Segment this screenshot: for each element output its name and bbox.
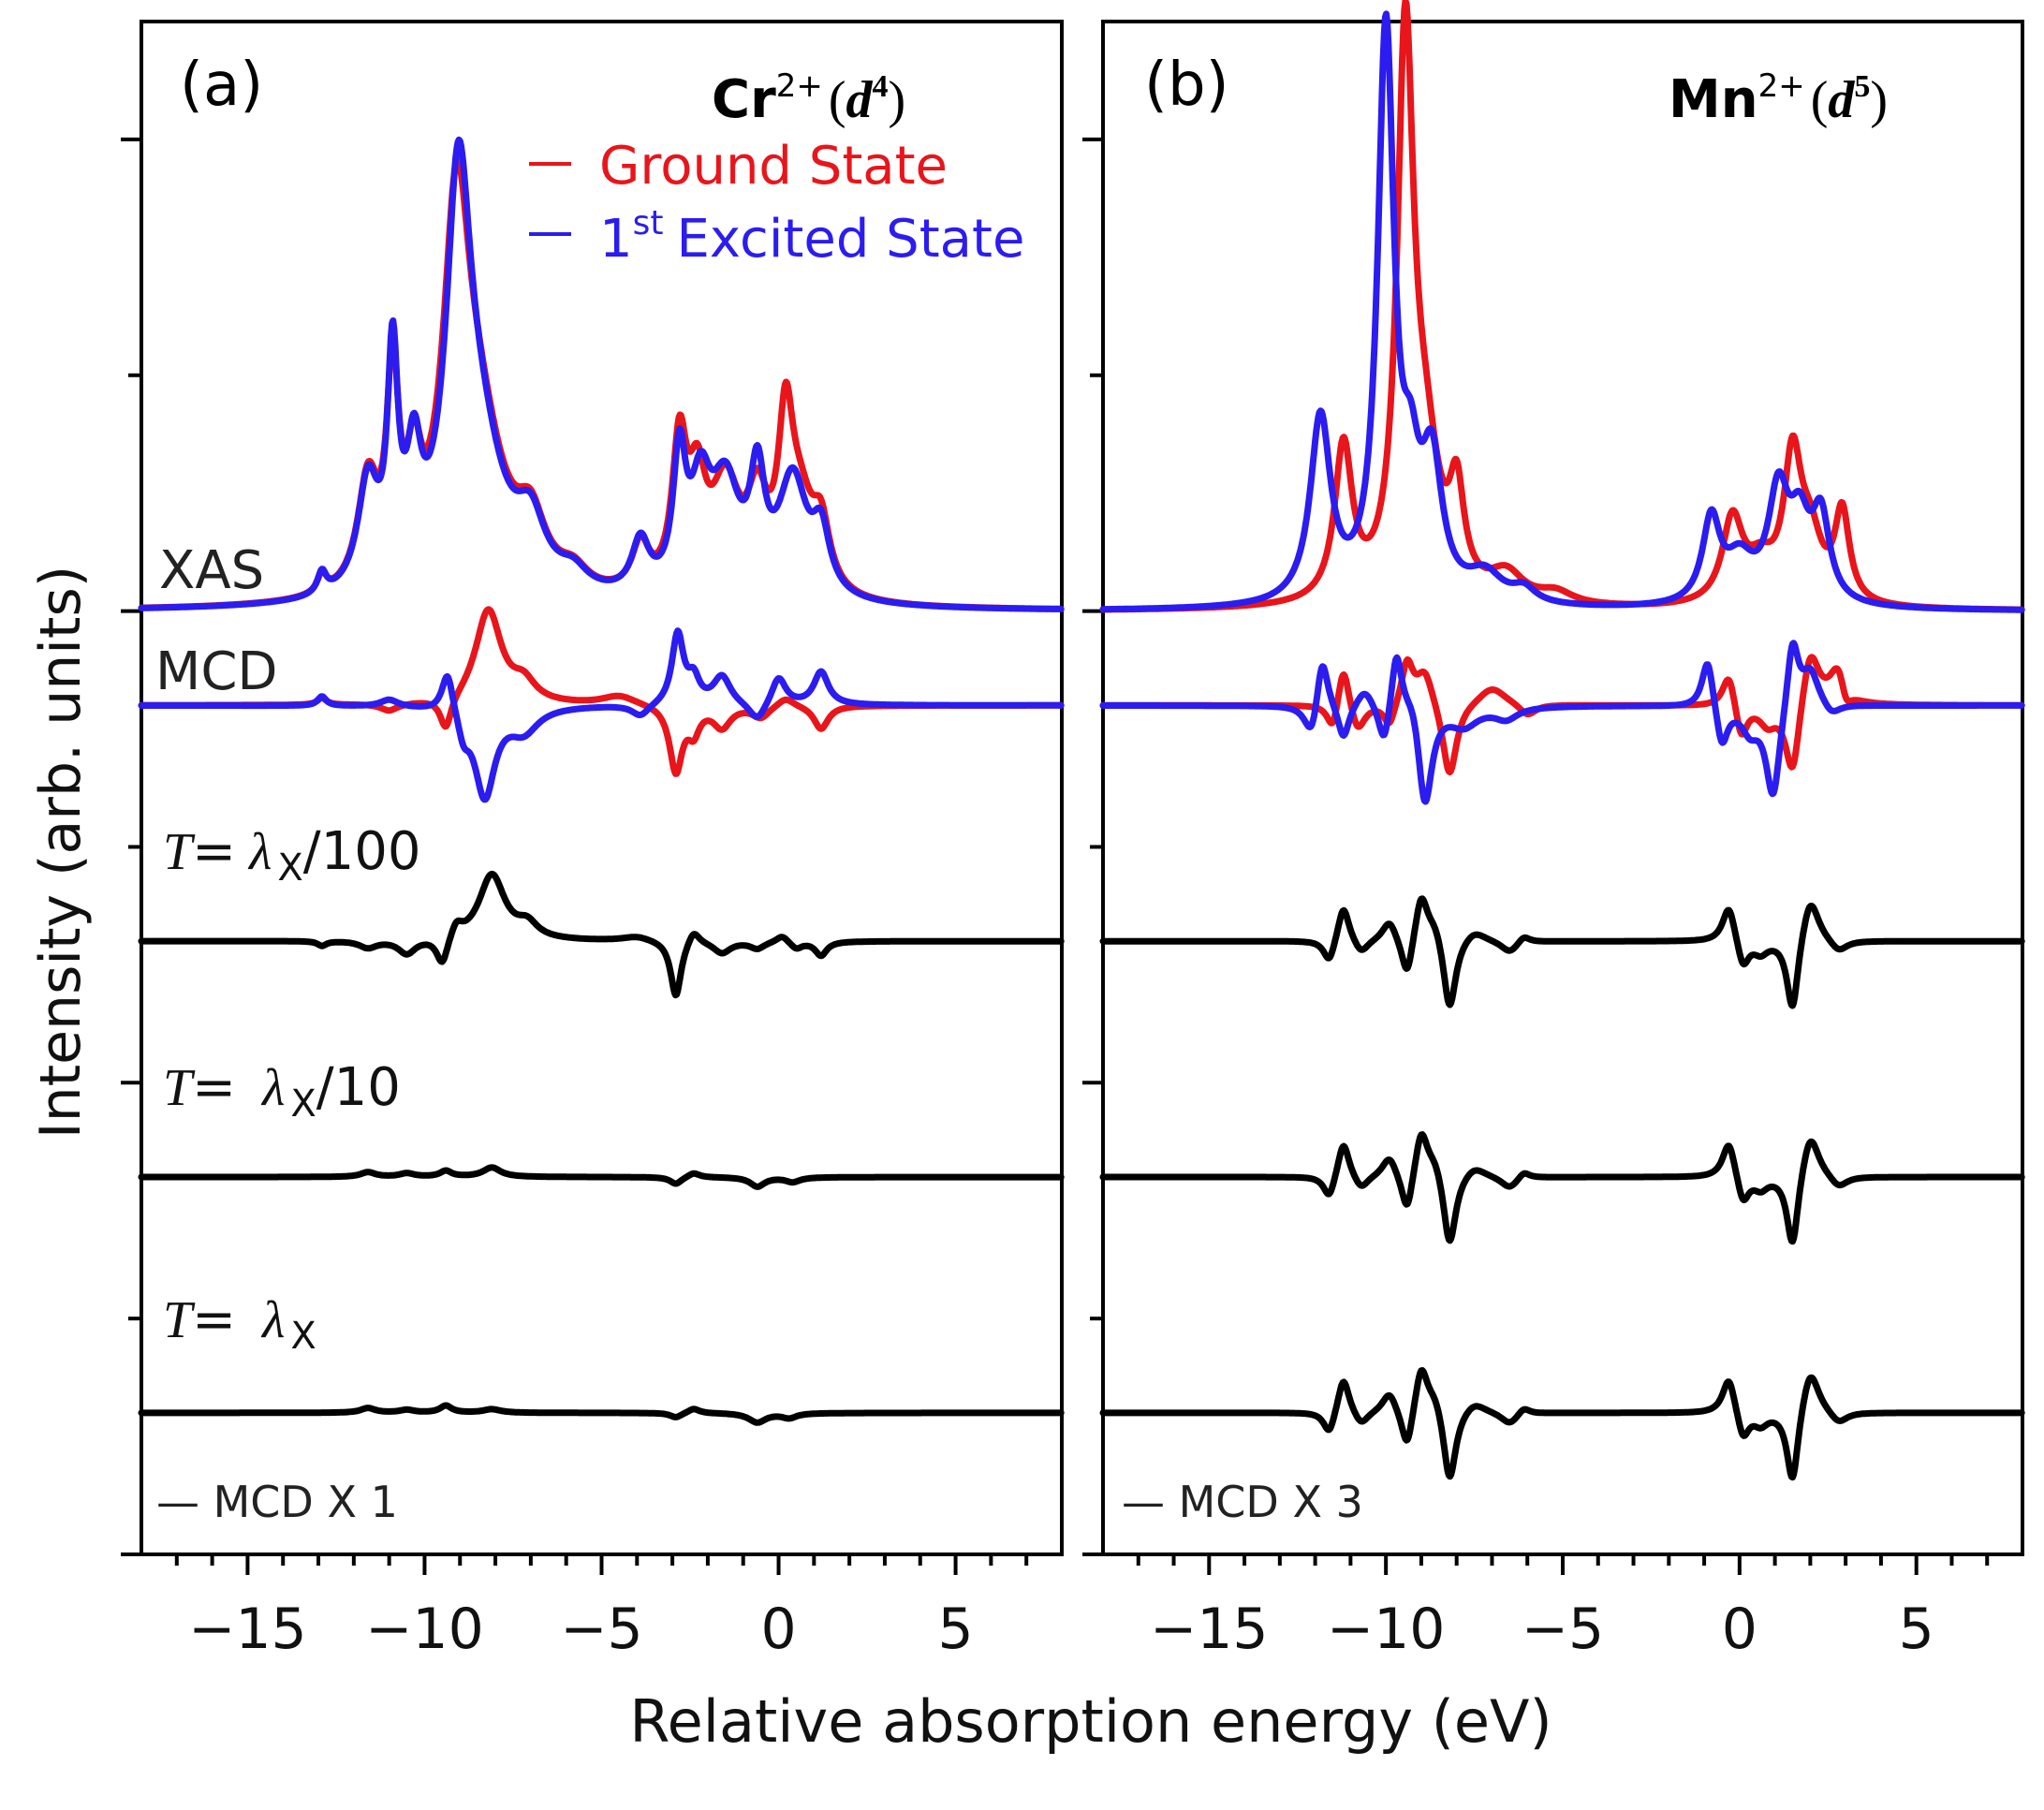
panel-a-ion-charge: 2+ [776,67,823,105]
row-label-t-10: T= λ X/10 [163,1057,401,1126]
panel-a-config-d: d [846,71,874,129]
panel-a-ticks: −15 −10 −5 0 5 [121,137,1029,1662]
x-tick-label: −10 [1327,1597,1446,1662]
panel-a-scale-note: — MCD X 1 [156,1477,398,1527]
panel-b-config-d: d [1828,71,1855,129]
row-label-t-1: T= λ X [163,1289,316,1358]
x-tick-label: 0 [1722,1597,1757,1662]
panel-b-config-n: 5 [1854,69,1870,104]
row-label-t-100: T= λ X/100 [163,821,421,890]
panel-a-ion-open: ( [829,71,846,129]
series-line [1099,10,2025,613]
panel-a-config-n: 4 [873,69,889,104]
x-tick-label: 0 [760,1597,796,1662]
y-axis-title: Intensity (arb. units) [28,566,94,1139]
t1-sub: X [290,1315,316,1358]
panel-a-letter: (a) [180,51,263,120]
t10-lambda: λ [260,1059,285,1117]
series-line [1099,1131,2025,1245]
x-tick-label: −5 [560,1597,642,1662]
panel-a-ion-close: ) [889,71,906,129]
x-tick-label: −5 [1522,1597,1604,1662]
t10-sub: X [290,1082,316,1126]
t100-sub: X [277,846,302,890]
series-line [138,627,1065,803]
series-line [138,606,1065,777]
legend: Ground State 1st Excited State [529,136,1024,270]
panel-b-frame [1101,20,2024,1556]
panel-b-traces [1099,0,2025,1481]
legend-excited-label: 1st Excited State [599,204,1024,270]
panel-b-scale-note: — MCD X 3 [1122,1477,1363,1527]
series-line [1099,654,2025,776]
t1-lambda: λ [260,1291,285,1349]
legend-excited-n: 1 [599,209,633,270]
series-line [1099,640,2025,805]
x-tick-label: −15 [1150,1597,1269,1662]
series-line [138,1164,1065,1190]
series-line [138,870,1065,999]
panel-b-letter: (b) [1144,51,1229,120]
panel-b: −15 −10 −5 0 5 (b) Mn2+ (d5) — MCD X 3 [1082,0,2025,1662]
series-line [1099,895,2025,1009]
x-tick-label: −15 [188,1597,307,1662]
panel-b-ion-close: ) [1870,71,1888,129]
panel-a-traces [138,136,1065,1426]
series-line [1099,0,2025,613]
t10-eq: = [192,1057,236,1118]
x-tick-label: 5 [937,1597,973,1662]
t10-prefix: T [163,1059,196,1117]
t100-suffix: /100 [303,821,421,882]
t100-eq: = [192,821,236,882]
panel-b-ion-title: Mn2+ (d5) [1669,67,1888,130]
t10-suffix: /10 [316,1057,401,1118]
x-tick-label: 5 [1899,1597,1934,1662]
x-axis-title: Relative absorption energy (eV) [629,1687,1551,1756]
series-line [1099,1367,2025,1481]
x-tick-label: −10 [365,1597,484,1662]
legend-ground-label: Ground State [599,136,948,197]
series-line [138,136,1065,612]
legend-excited-sup: st [633,204,664,243]
row-label-mcd: MCD [155,641,278,702]
panel-b-ion-charge: 2+ [1758,67,1805,105]
panel-b-ion-base: Mn [1669,69,1758,130]
series-line [138,1402,1065,1426]
panel-b-ticks: −15 −10 −5 0 5 [1082,137,1990,1662]
panel-a-ion-base: Cr [712,69,776,130]
panel-b-ion-open: ( [1811,71,1829,129]
t1-eq: = [192,1289,236,1350]
row-label-xas: XAS [159,540,264,601]
t100-prefix: T [163,823,196,881]
panel-a-ion-title: Cr2+ (d4) [712,67,905,130]
panel-a: −15 −10 −5 0 5 (a) Cr2+ (d4) Ground State 1st… [121,20,1065,1662]
t100-lambda: λ [247,823,272,881]
t1-prefix: T [163,1291,196,1349]
legend-excited-rest: Excited State [677,209,1025,270]
